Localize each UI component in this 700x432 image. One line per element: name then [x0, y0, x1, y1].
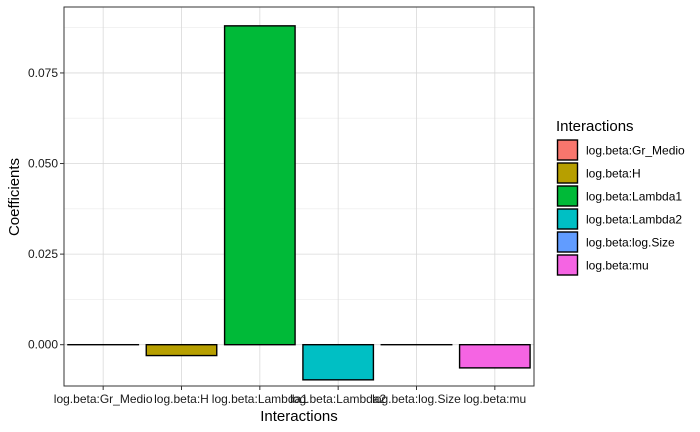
y-tick-label: 0.000: [28, 338, 58, 352]
x-tick-label: log.beta:mu: [463, 392, 526, 406]
legend-title: Interactions: [556, 118, 634, 135]
legend-label: log.beta:log.Size: [586, 236, 675, 250]
x-tick-label: log.beta:Lambda2: [290, 392, 386, 406]
bar-log-beta-lambda1: [223, 25, 296, 346]
legend: Interactions log.beta:Gr_Medio log.beta:H…: [556, 118, 685, 276]
bars: [67, 25, 531, 381]
x-axis: log.beta:Gr_Medio log.beta:H log.beta:Lamb…: [54, 386, 526, 406]
plot-panel: [64, 7, 534, 386]
legend-key: [556, 231, 579, 253]
x-tick-label: log.beta:log.Size: [372, 392, 461, 406]
legend-label: log.beta:H: [586, 167, 641, 181]
bar-log-beta-h: [145, 343, 218, 357]
y-tick-label: 0.075: [28, 66, 58, 80]
legend-key: [556, 185, 579, 207]
x-tick-label: log.beta:Gr_Medio: [54, 392, 153, 406]
legend-label: log.beta:Lambda2: [586, 213, 682, 227]
legend-label: log.beta:Gr_Medio: [586, 144, 685, 158]
legend-label: log.beta:mu: [586, 259, 649, 273]
y-axis-title: Coefficients: [6, 158, 23, 236]
legend-key: [556, 254, 579, 276]
x-tick-label: log.beta:H: [154, 392, 209, 406]
panel-border: [63, 6, 535, 387]
y-tick-label: 0.050: [28, 157, 58, 171]
legend-label: log.beta:Lambda1: [586, 190, 682, 204]
legend-key: [556, 162, 579, 184]
x-axis-title: Interactions: [260, 408, 338, 425]
legend-key: [556, 208, 579, 230]
y-axis: 0.000 0.025 0.050 0.075: [28, 66, 64, 352]
y-tick-label: 0.025: [28, 247, 58, 261]
x-tick-label: log.beta:Lambda1: [212, 392, 308, 406]
legend-key: [556, 139, 579, 161]
bar-log-beta-lambda2: [302, 343, 375, 381]
bar-log-beta-mu: [458, 343, 531, 369]
